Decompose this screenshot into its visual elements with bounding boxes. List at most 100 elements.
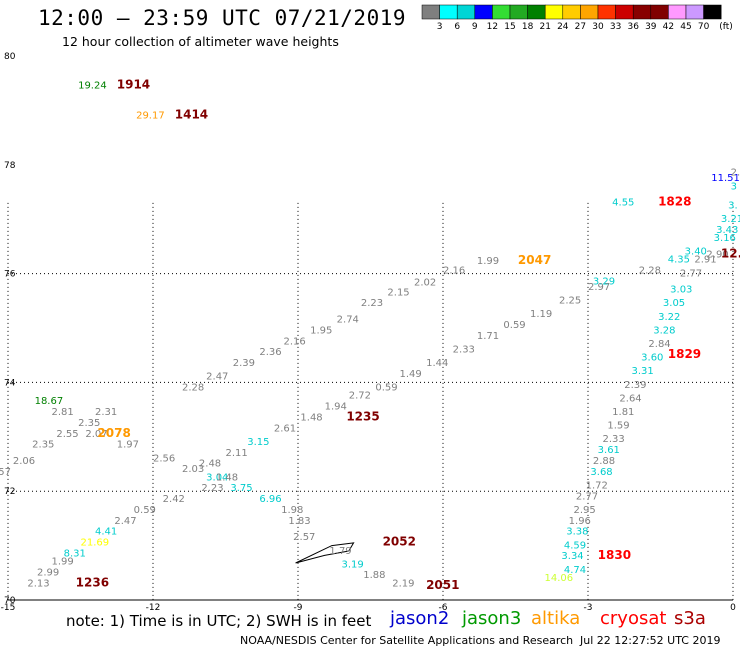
wave-height-label: 1.81 — [612, 407, 634, 418]
wave-height-label: 2.13 — [27, 578, 49, 589]
time-label: 2078 — [97, 426, 130, 440]
wave-height-label: 3.28 — [653, 325, 675, 336]
sat-s3a: s3a — [674, 608, 706, 629]
colorbar-label: 21 — [539, 22, 550, 32]
wave-height-label: 3.16 — [714, 233, 736, 244]
wave-height-label: 2.72 — [349, 391, 371, 402]
wave-height-label: 1.48 — [300, 412, 322, 423]
y-tick-label: 80 — [4, 52, 16, 62]
x-tick-label: -9 — [294, 603, 303, 613]
wave-height-label: 2.57 — [0, 467, 11, 478]
wave-height-label: 2.77 — [576, 491, 598, 502]
colorbar-label: 6 — [454, 22, 460, 32]
colorbar-label: 45 — [680, 22, 691, 32]
wave-height-label: 1.59 — [607, 421, 629, 432]
wave-height-label: 8.31 — [64, 548, 86, 559]
wave-height-label: 0.59 — [375, 383, 397, 394]
y-tick-label: 72 — [4, 487, 15, 497]
time-label: 1828 — [658, 195, 691, 209]
wave-height-label: 2.39 — [624, 380, 646, 391]
colorbar-swatch — [632, 4, 652, 20]
wave-height-label: 3.61 — [598, 445, 620, 456]
wave-height-label: 1.19 — [530, 309, 552, 320]
wave-height-label: 1.96 — [569, 516, 591, 527]
colorbar-label: 70 — [698, 22, 710, 32]
sat-cryosat: cryosat — [600, 608, 667, 629]
data-points: 19.24 1914 29.17 1414 11.51 4.55 1828 1.99 2047 2… — [0, 78, 740, 592]
colorbar-label: 39 — [645, 22, 657, 32]
wave-height-label: 2.90 — [706, 249, 728, 260]
wave-height-label: 2.33 — [453, 344, 475, 355]
wave-height-label: 2.23 — [201, 483, 223, 494]
colorbar-swatch — [456, 4, 476, 20]
wave-height-label: 2.25 — [559, 296, 581, 307]
colorbar-label: 12 — [487, 22, 498, 32]
x-tick-label: -15 — [1, 603, 16, 613]
colorbar-label: 3 — [437, 22, 443, 32]
time-label: 1914 — [117, 78, 150, 92]
wave-height-label: 2.88 — [593, 456, 615, 467]
time-label: 1830 — [598, 548, 631, 562]
x-tick-label: -12 — [146, 603, 161, 613]
wave-height-label: 2.81 — [52, 407, 74, 418]
wave-height-label: 2.35 — [78, 418, 100, 429]
wave-height-label: 1.94 — [325, 402, 347, 413]
wave-height-label: 2.95 — [574, 505, 596, 516]
wave-height-label: 2.77 — [680, 268, 702, 279]
wave-height-label: 2.07 — [85, 429, 107, 440]
time-label: 2052 — [383, 535, 416, 549]
colorbar-swatch — [492, 4, 511, 20]
wave-height-label: 2.16 — [443, 266, 465, 277]
colorbar-swatch — [597, 4, 616, 20]
wave-height-label: 3.31 — [632, 366, 654, 377]
time-label: 1236 — [76, 575, 109, 589]
wave-height-label: 2.19 — [392, 578, 414, 589]
colorbar-label: 36 — [627, 22, 639, 32]
colorbar-swatch — [544, 4, 564, 20]
tracks — [295, 542, 355, 564]
wave-height-label: 3.29 — [593, 276, 615, 287]
wave-height-label: 2.06 — [13, 456, 35, 467]
wave-height-label: 2. — [731, 168, 740, 179]
colorbar-label: 15 — [504, 22, 515, 32]
wave-height-label: 3.21 — [721, 214, 740, 225]
colorbar-swatch — [685, 4, 704, 20]
wave-height-label: 1.72 — [586, 480, 608, 491]
wave-height-label: 1.98 — [281, 505, 303, 516]
credit-text: NOAA/NESDIS Center for Satellite Applica… — [240, 634, 574, 647]
colorbar-swatch — [562, 4, 581, 20]
wave-height-label: 3.43 — [716, 225, 738, 236]
colorbar-label: 9 — [472, 22, 478, 32]
time-label: 1829 — [668, 347, 701, 361]
colorbar-label: 30 — [592, 22, 604, 32]
y-tick-label: 70 — [4, 596, 16, 606]
colorbar-label: 24 — [557, 22, 569, 32]
wave-height-label: 2.02 — [414, 278, 436, 289]
wave-height-label: 2.42 — [163, 494, 185, 505]
wave-height-label: 2.31 — [95, 407, 117, 418]
footer-note: note: 1) Time is in UTC; 2) SWH is in fe… — [66, 612, 372, 630]
wave-height-label: 3.40 — [685, 247, 707, 258]
wave-height-label: 2.39 — [233, 358, 255, 369]
colorbar: 3 6 9 12 15 18 21 24 27 30 33 36 39 42 45 70 (ft) — [421, 4, 733, 32]
colorbar-swatch — [527, 4, 546, 20]
grid-lines — [7, 202, 734, 600]
island-outline — [295, 542, 355, 564]
wave-height-label: 14.06 — [545, 573, 574, 584]
wave-height-label: 3.04 — [206, 472, 228, 483]
wave-height-label: 2.15 — [387, 287, 409, 298]
wave-height-label: 2.97 — [588, 282, 610, 293]
wave-height-label: 4.59 — [564, 540, 586, 551]
wave-height-label: 3.22 — [658, 312, 680, 323]
wave-height-label: 2.91 — [694, 255, 716, 266]
wave-height-label: 3.38 — [566, 527, 588, 538]
wave-height-label: 3.19 — [342, 559, 364, 570]
x-tick-label: -6 — [439, 603, 448, 613]
wave-height-label: 1.99 — [477, 256, 499, 267]
wave-height-label: 3.75 — [230, 483, 252, 494]
wave-height-label: 1.79 — [329, 546, 351, 557]
wave-height-label: 2.99 — [37, 568, 59, 579]
sat-altika: altika — [531, 608, 581, 629]
wave-height-label: 2.64 — [619, 393, 641, 404]
wave-height-label: 2.28 — [182, 383, 204, 394]
